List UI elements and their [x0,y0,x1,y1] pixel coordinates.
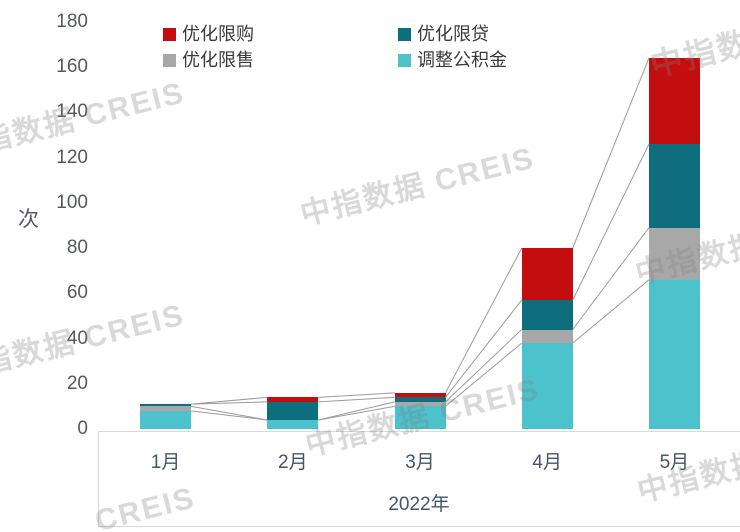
y-tick-180: 180 [56,11,88,32]
x-axis-left-border [98,431,99,527]
legend-label: 优化限贷 [417,24,489,44]
legend-label: 优化限购 [182,24,254,44]
bar-segment-调整公积金 [394,406,446,429]
legend-label: 调整公积金 [417,50,507,70]
bar-segment-优化限购 [521,248,573,301]
x-axis-top-border [98,431,740,432]
legend-item-2: 优化限贷 [398,25,489,43]
series-line [191,396,268,405]
bar-2月 [267,397,319,429]
bar-segment-优化限贷 [267,401,319,420]
series-line [445,329,523,403]
legend-swatch-icon [163,27,176,41]
x-tick-3月: 3月 [405,452,435,473]
bar-segment-优化限贷 [648,144,700,228]
series-line [191,410,268,421]
series-line [572,279,650,344]
series-line [445,299,523,398]
bar-segment-优化限售 [140,406,192,411]
x-tick-2月: 2月 [278,452,308,473]
y-tick-120: 120 [56,146,88,168]
bar-segment-调整公积金 [648,279,700,429]
series-line [318,392,395,398]
legend-item-1: 优化限购 [163,25,254,43]
bar-segment-优化限贷 [394,397,446,402]
bar-segment-优化限售 [394,401,446,407]
legend-item-4: 调整公积金 [398,51,507,69]
series-line [445,342,523,407]
x-axis-group-label: 2022年 [388,494,450,515]
series-line [572,227,650,330]
y-tick-20: 20 [66,372,88,394]
bar-4月 [521,248,573,429]
legend-swatch-icon [163,53,176,67]
series-line [572,57,650,249]
series-line [318,405,395,421]
series-line [318,396,395,403]
y-tick-140: 140 [56,101,88,123]
series-line [445,247,523,394]
y-axis-title: 次 [18,208,39,231]
bar-segment-调整公积金 [267,419,319,429]
bar-segment-优化限购 [394,392,446,398]
y-tick-40: 40 [66,327,88,349]
legend-item-3: 优化限售 [163,51,254,69]
x-axis-bottom-border [98,526,740,527]
legend-swatch-icon [398,27,411,41]
series-line [572,143,650,301]
y-tick-100: 100 [56,191,88,213]
series-line [191,401,268,405]
y-tick-160: 160 [56,56,88,78]
y-tick-0: 0 [77,418,88,439]
bar-segment-优化限售 [521,329,573,344]
bar-3月 [394,392,446,429]
bar-segment-调整公积金 [521,343,573,429]
bar-segment-优化限购 [267,397,319,402]
bar-segment-优化限购 [648,58,700,145]
y-tick-60: 60 [66,282,88,304]
bar-5月 [648,58,700,429]
x-tick-5月: 5月 [659,452,690,473]
legend-label: 优化限售 [182,50,254,70]
bar-1月 [140,404,192,429]
legend-swatch-icon [398,53,411,67]
y-tick-80: 80 [66,237,88,259]
bar-segment-优化限贷 [140,404,192,407]
series-line [318,401,395,421]
bar-segment-优化限贷 [521,300,573,330]
x-tick-1月: 1月 [150,452,181,473]
series-line [191,405,268,421]
bar-segment-调整公积金 [140,410,192,429]
x-tick-4月: 4月 [532,452,562,473]
bar-segment-优化限售 [648,227,700,280]
